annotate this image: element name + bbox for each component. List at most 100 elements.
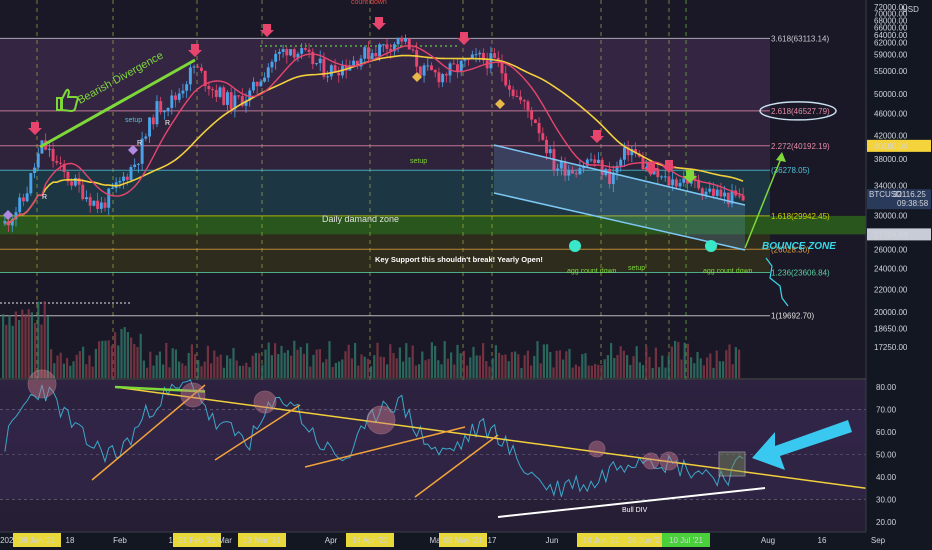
x-tick-label: Mar	[218, 536, 232, 545]
volume-bar	[232, 347, 235, 378]
demand-zone-label: Daily damand zone	[322, 214, 399, 224]
volume-bar	[504, 354, 507, 378]
volume-bar	[472, 346, 475, 378]
rsi-axis[interactable]: 80.00 70.00 60.00 50.00 40.00 30.00 20.00	[876, 383, 897, 527]
volume-bar	[683, 342, 686, 378]
volume-bar	[363, 356, 366, 378]
price-tick-label: 46000.00	[874, 110, 908, 119]
volume-bar	[203, 361, 206, 378]
volume-bar	[366, 358, 369, 378]
candle-body	[47, 148, 51, 150]
candle-body	[559, 161, 563, 169]
candle-body	[251, 81, 255, 91]
candle-body	[522, 100, 526, 102]
candle-body	[337, 72, 341, 76]
candle-body	[686, 178, 689, 184]
x-tick-label: May	[429, 536, 444, 545]
candle-body	[674, 179, 678, 187]
price-axis[interactable]: USD72000.0070000.0068000.0066000.0064000…	[867, 3, 931, 352]
volume-bar	[427, 359, 430, 378]
volume-bar	[187, 352, 190, 378]
target-ellipse	[759, 101, 837, 121]
price-tick-label: 66000.00	[874, 24, 908, 33]
candle-body	[519, 96, 522, 101]
candle-body	[433, 70, 437, 73]
x-tick-label: Aug	[761, 536, 775, 545]
candle-body	[151, 117, 155, 125]
volume-bar	[510, 352, 513, 378]
volume-bar	[312, 354, 315, 378]
volume-bar	[475, 355, 478, 378]
volume-bar	[571, 367, 574, 378]
x-tick-highlight	[577, 533, 625, 547]
candle-body	[203, 70, 207, 87]
x-tick-label: Sep	[871, 536, 886, 545]
price-axis-bg	[866, 0, 932, 550]
volume-bar	[654, 347, 657, 378]
volume-bar	[2, 314, 5, 378]
volume-bar	[539, 363, 542, 378]
x-tick-label: 14 Apr '21	[352, 536, 388, 545]
candle-body	[452, 63, 456, 65]
candle-body	[359, 58, 363, 67]
volume-bar	[738, 349, 741, 378]
volume-bar	[373, 355, 376, 378]
volume-bar	[603, 359, 606, 378]
volume-bar	[270, 355, 273, 378]
volume-bar	[101, 340, 104, 378]
candle-body	[174, 95, 177, 100]
rsi-peak-circle	[659, 451, 679, 471]
volume-bar	[299, 346, 302, 378]
volume-bar	[146, 367, 149, 378]
volume-bar	[562, 359, 565, 378]
rsi-peak-circle	[27, 369, 57, 399]
current-price-tag	[867, 189, 931, 210]
big-cyan-arrow	[752, 420, 852, 470]
volume-bar	[110, 345, 113, 378]
candle-body	[470, 54, 474, 60]
candle-body	[526, 101, 530, 111]
candle-body	[700, 188, 704, 195]
volume-bar	[549, 352, 552, 378]
candle-body	[229, 92, 233, 110]
volume-bar	[206, 345, 209, 378]
price-tick-label: 64000.00	[874, 31, 908, 40]
candle-body	[292, 49, 296, 58]
candle-body	[533, 119, 537, 124]
candle-body	[33, 167, 36, 174]
volume-bar	[664, 367, 667, 378]
volume-bar	[430, 342, 433, 378]
volume-bar	[645, 346, 648, 378]
candle-body	[300, 48, 304, 54]
candle-body	[266, 67, 270, 78]
volume-bar	[370, 366, 373, 378]
volume-bar	[565, 351, 568, 378]
volume-bar	[66, 358, 69, 378]
x-tick-label: Apr	[325, 536, 338, 545]
candle-body	[296, 53, 300, 58]
candle-body	[630, 149, 634, 156]
candle-body	[626, 147, 630, 156]
candle-body	[207, 86, 211, 90]
volume-bar	[302, 353, 305, 378]
rsi-peak-circle	[180, 382, 206, 408]
volume-bar	[27, 309, 30, 378]
volume-bar	[75, 354, 78, 378]
candle-body	[73, 177, 77, 186]
candle-body	[682, 178, 686, 183]
candle-body	[81, 184, 85, 200]
candle-body	[51, 148, 55, 162]
green-arrow	[683, 170, 697, 183]
candle-body	[660, 176, 663, 178]
volume-bar	[437, 360, 440, 378]
candle-body	[70, 181, 74, 186]
volume-bar	[699, 358, 702, 378]
volume-bar	[178, 361, 181, 378]
candle-body	[500, 60, 504, 74]
price-tick-label: 34000.00	[874, 182, 908, 191]
volume-bar	[552, 367, 555, 378]
x-tick-highlight	[173, 533, 221, 547]
candle-body	[211, 89, 215, 91]
